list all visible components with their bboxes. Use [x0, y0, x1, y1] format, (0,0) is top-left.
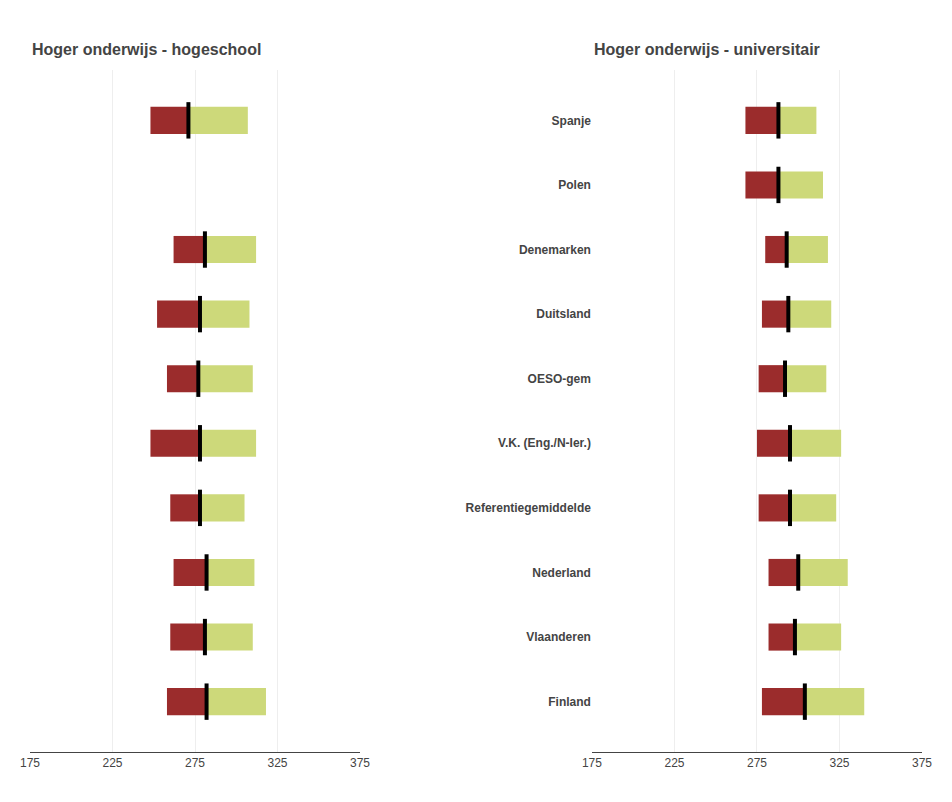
svg-text:Vlaanderen: Vlaanderen	[526, 630, 591, 644]
svg-text:275: 275	[185, 756, 205, 770]
svg-text:Polen: Polen	[558, 178, 591, 192]
svg-text:175: 175	[582, 756, 602, 770]
svg-text:Referentiegemiddelde: Referentiegemiddelde	[466, 501, 592, 515]
svg-text:Nederland: Nederland	[532, 566, 591, 580]
svg-text:Finland: Finland	[548, 695, 591, 709]
svg-text:Hoger onderwijs - hogeschool: Hoger onderwijs - hogeschool	[32, 41, 261, 58]
svg-text:375: 375	[912, 756, 932, 770]
svg-text:Hoger onderwijs - universitair: Hoger onderwijs - universitair	[594, 41, 820, 58]
svg-text:225: 225	[664, 756, 684, 770]
svg-text:Duitsland: Duitsland	[536, 307, 591, 321]
svg-text:325: 325	[268, 756, 288, 770]
svg-text:325: 325	[829, 756, 849, 770]
svg-text:OESO-gem: OESO-gem	[528, 372, 591, 386]
svg-text:225: 225	[102, 756, 122, 770]
svg-text:Spanje: Spanje	[552, 114, 592, 128]
svg-text:375: 375	[350, 756, 370, 770]
svg-text:175: 175	[20, 756, 40, 770]
svg-text:275: 275	[747, 756, 767, 770]
svg-text:Denemarken: Denemarken	[519, 243, 591, 257]
svg-text:V.K. (Eng./N-Ier.): V.K. (Eng./N-Ier.)	[498, 436, 591, 450]
